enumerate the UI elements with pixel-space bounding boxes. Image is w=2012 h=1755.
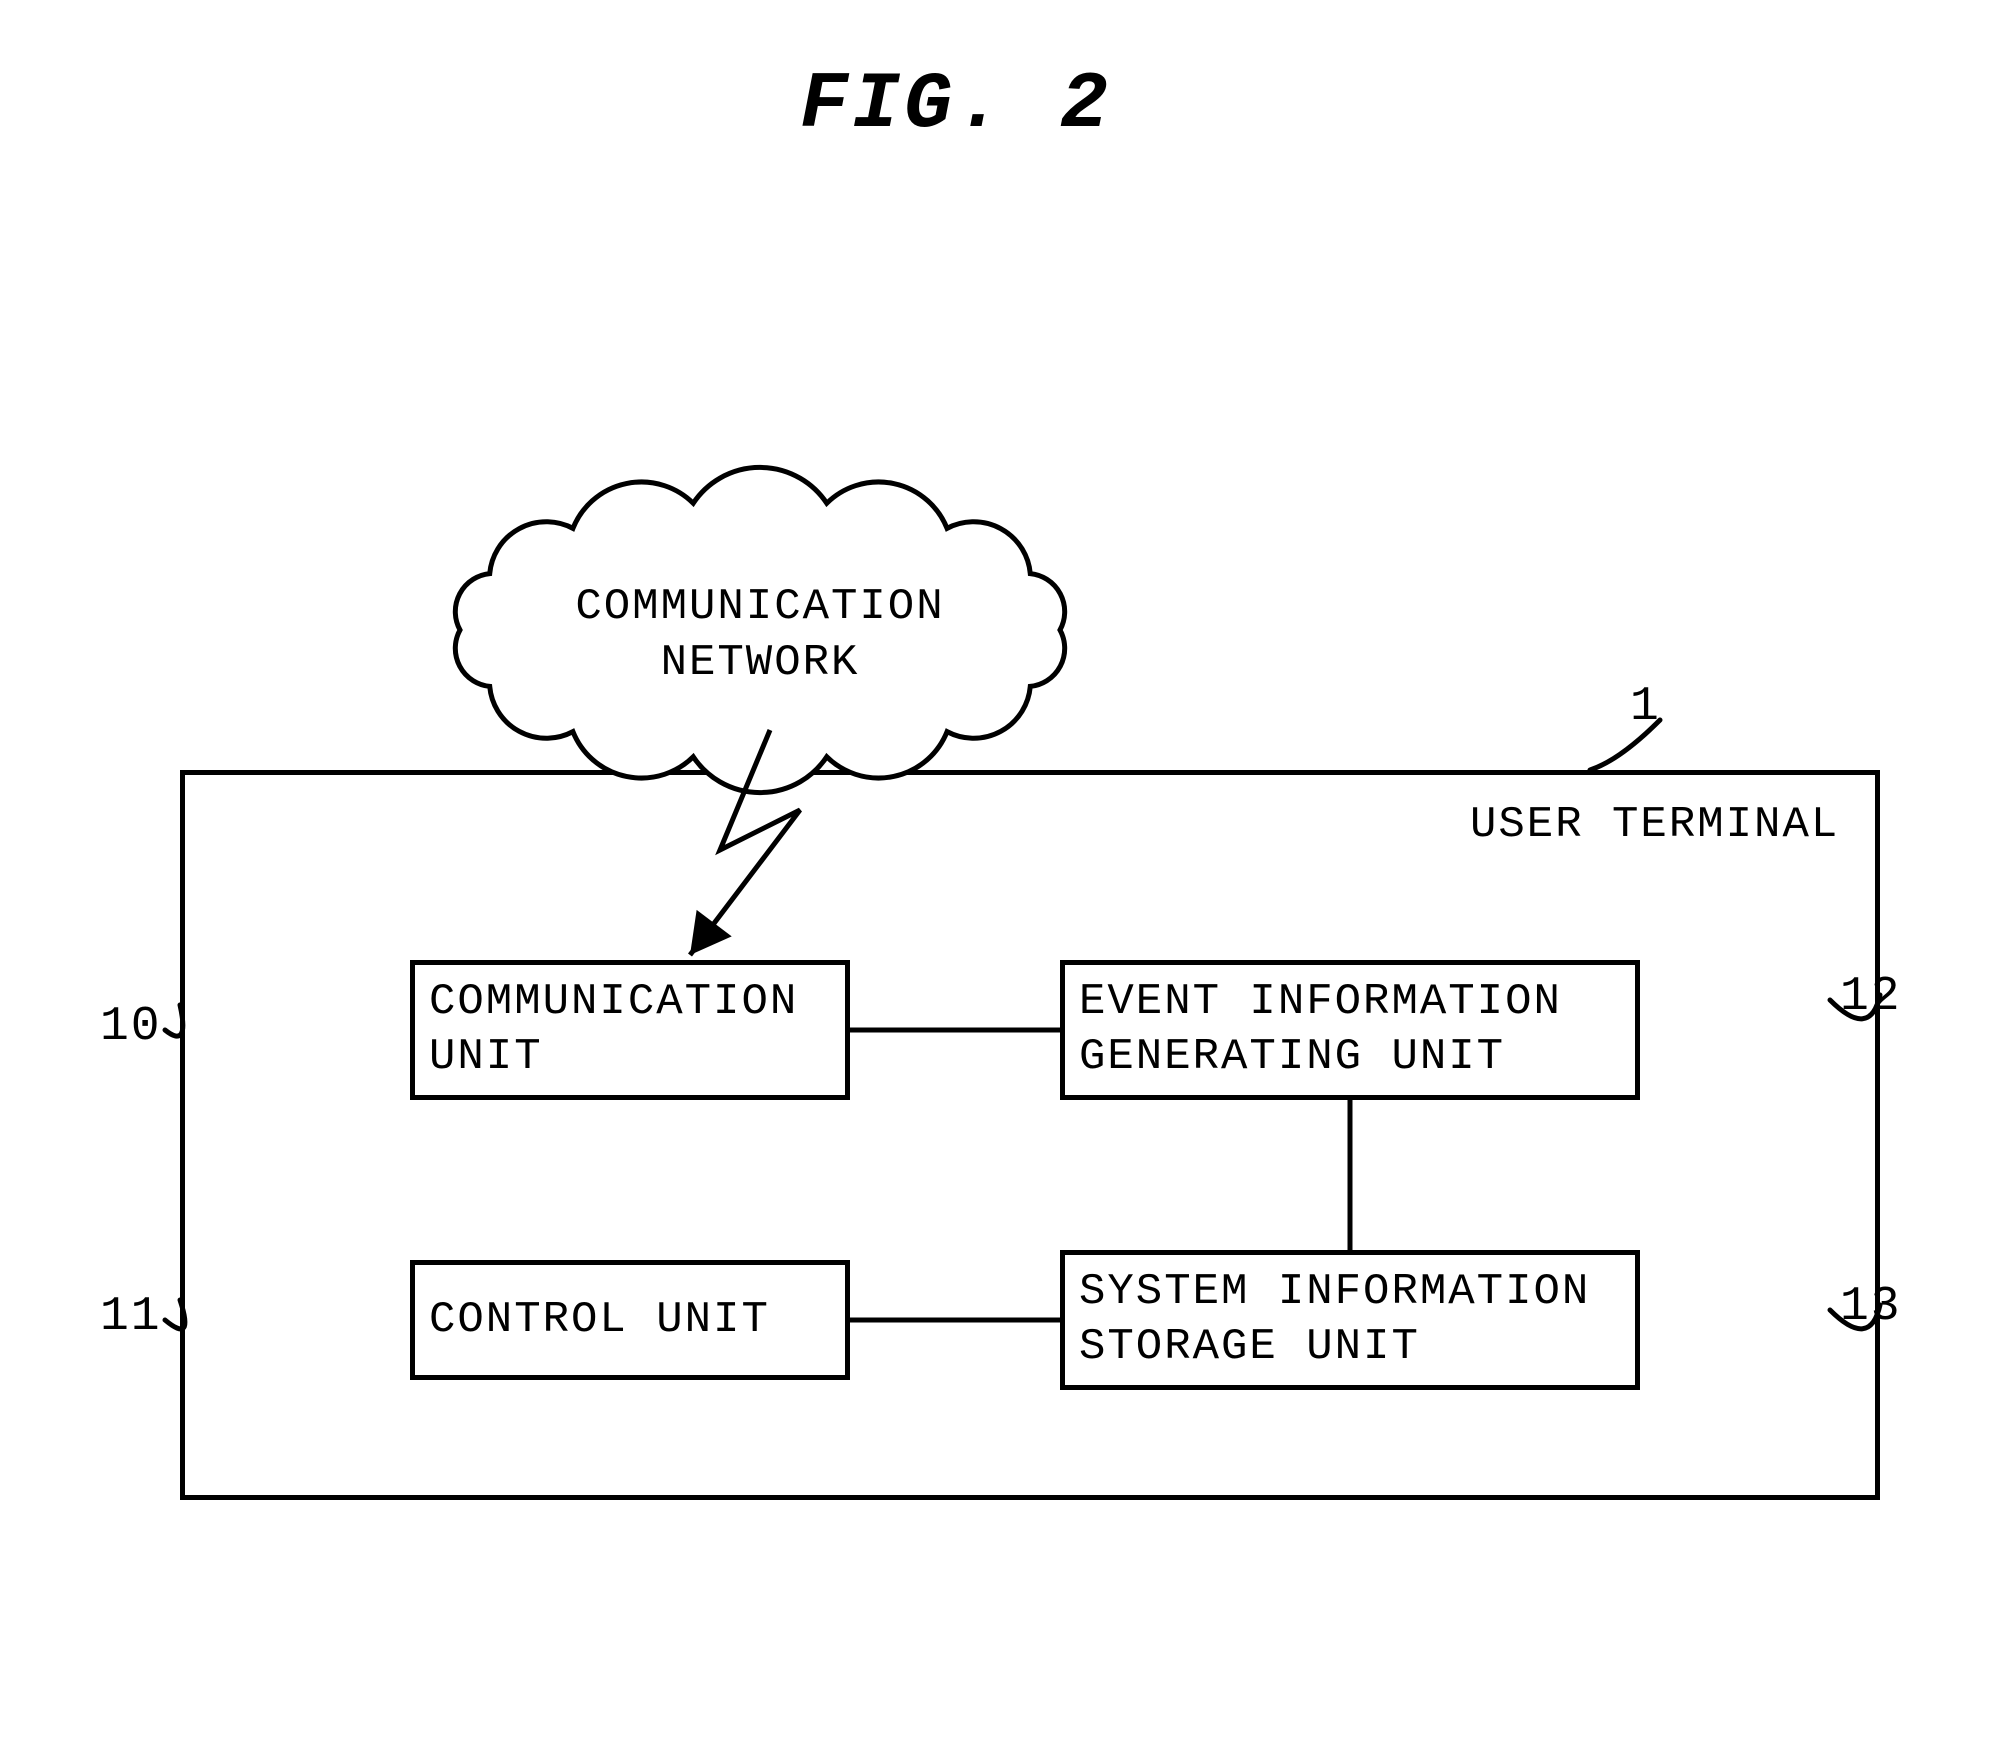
ref-10: 10 — [100, 1000, 162, 1054]
ref-12: 12 — [1840, 970, 1902, 1024]
event-unit-line1: EVENT INFORMATION — [1079, 975, 1621, 1030]
ref-13: 13 — [1840, 1280, 1902, 1334]
communication-unit-line1: COMMUNICATION — [429, 975, 831, 1030]
control-unit-line1: CONTROL UNIT — [429, 1293, 831, 1348]
user-terminal-label: USER TERMINAL — [1470, 800, 1839, 850]
figure-title: FIG. 2 — [800, 60, 1112, 151]
event-unit-line2: GENERATING UNIT — [1079, 1030, 1621, 1085]
ref-11: 11 — [100, 1290, 162, 1344]
ref-1: 1 — [1630, 680, 1661, 734]
svg-text:COMMUNICATION: COMMUNICATION — [575, 582, 944, 632]
communication-unit-box: COMMUNICATION UNIT — [410, 960, 850, 1100]
storage-unit-box: SYSTEM INFORMATION STORAGE UNIT — [1060, 1250, 1640, 1390]
control-unit-box: CONTROL UNIT — [410, 1260, 850, 1380]
svg-text:NETWORK: NETWORK — [661, 638, 860, 688]
storage-unit-line2: STORAGE UNIT — [1079, 1320, 1621, 1375]
event-unit-box: EVENT INFORMATION GENERATING UNIT — [1060, 960, 1640, 1100]
storage-unit-line1: SYSTEM INFORMATION — [1079, 1265, 1621, 1320]
user-terminal-box — [180, 770, 1880, 1500]
communication-unit-line2: UNIT — [429, 1030, 831, 1085]
diagram-canvas: FIG. 2 USER TERMINAL 1 COMMUNICATION UNI… — [0, 0, 2012, 1755]
